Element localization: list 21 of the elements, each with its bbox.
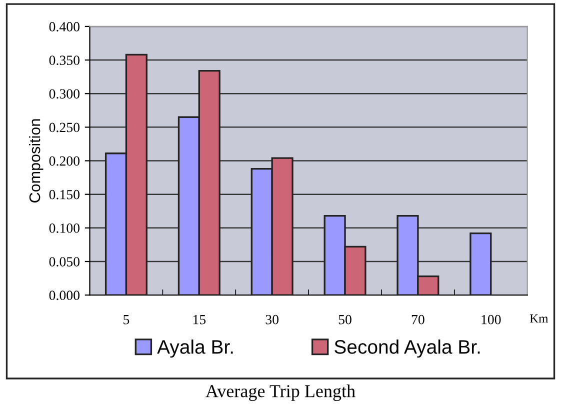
- y-tick-label: 0.150: [49, 190, 80, 200]
- x-tick-label: 70: [412, 314, 424, 324]
- x-tick-label: 50: [338, 314, 352, 324]
- y-tick-label: 0.050: [49, 257, 80, 267]
- bar: [470, 232, 492, 296]
- x-tick-label: 15: [193, 314, 206, 324]
- x-tick-label: 5: [124, 315, 130, 324]
- y-tick-label: 0.350: [49, 56, 80, 66]
- legend-label: Second Ayala Br.: [334, 340, 480, 358]
- y-tick-label: 0.250: [49, 122, 80, 132]
- y-tick-label: 0.000: [49, 290, 80, 300]
- y-tick-label: 0.200: [49, 156, 80, 166]
- y-tick-label: 0.100: [49, 224, 80, 233]
- x-axis-title: Km: [530, 314, 548, 323]
- text: Average Trip Length: [206, 384, 356, 401]
- x-tick-label: 30: [266, 314, 278, 324]
- y-tick-label: 0.300: [49, 89, 80, 99]
- x-tick-label: 100: [482, 314, 501, 324]
- legend-label: Ayala Br.: [157, 340, 233, 358]
- y-tick-label: 0.400: [49, 22, 80, 32]
- y-axis-title: Composition: [28, 119, 44, 202]
